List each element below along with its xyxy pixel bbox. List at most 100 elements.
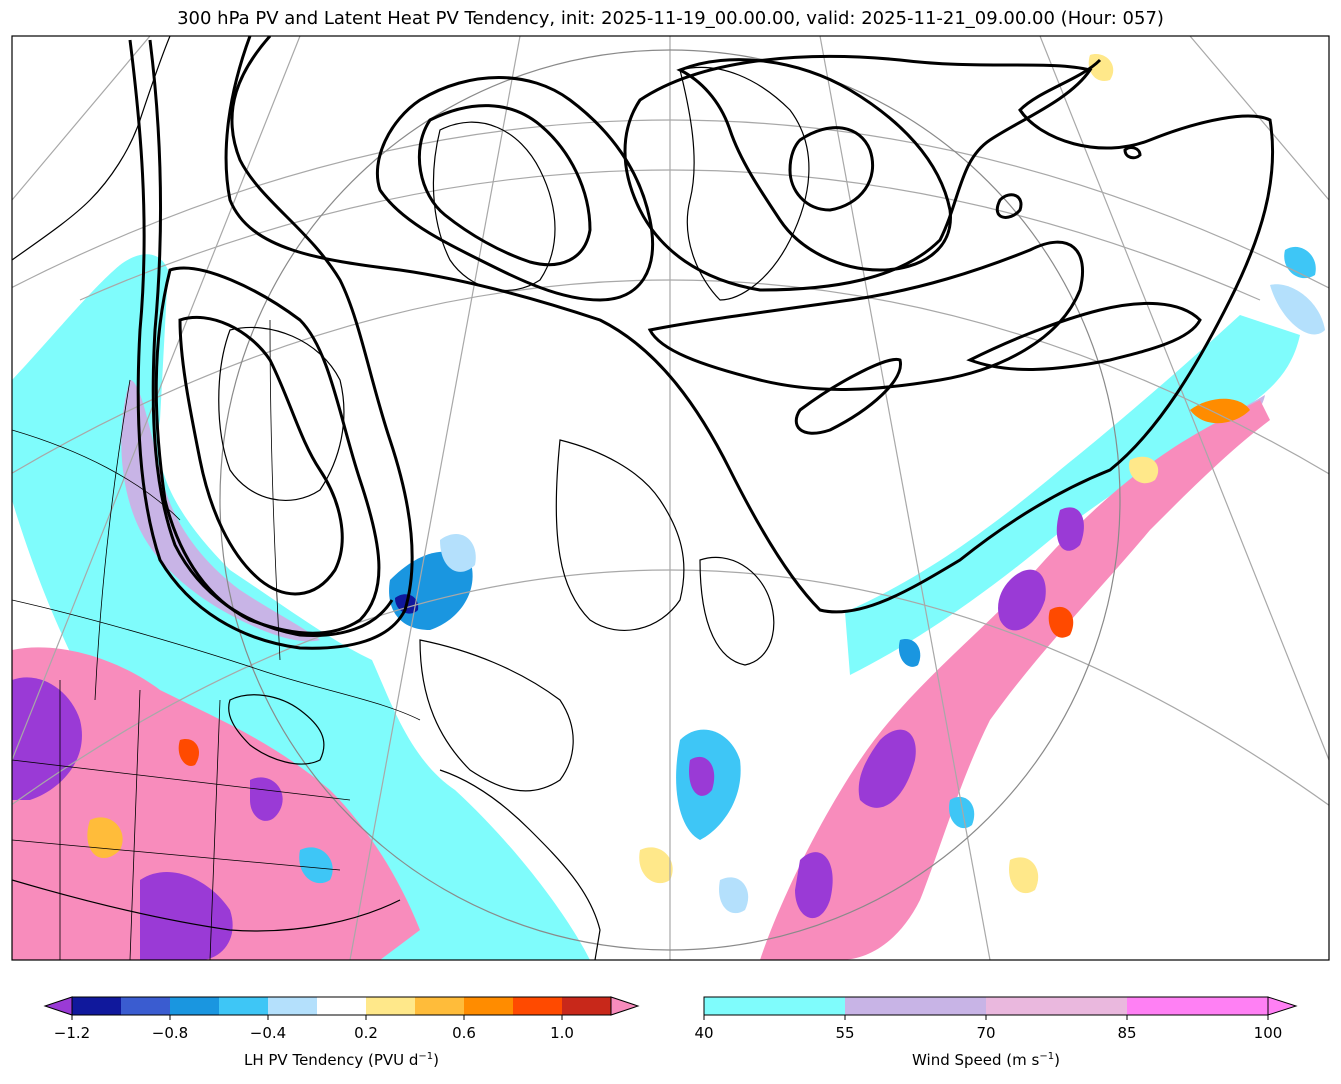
lh-blob bbox=[440, 534, 476, 572]
lh-blob bbox=[719, 877, 749, 914]
wind-colorbar-label-end: ) bbox=[1054, 1051, 1060, 1069]
lh-tick-label: 1.0 bbox=[550, 1024, 574, 1042]
lh-colorbar-label: LH PV Tendency (PVU d−1) bbox=[72, 1051, 611, 1069]
coast-gulf bbox=[12, 879, 401, 932]
pv-contour-west-outer bbox=[128, 36, 414, 650]
polar-circle bbox=[219, 49, 1121, 951]
pv-contour-east-lobe bbox=[966, 302, 1202, 371]
lh-colorbar-label-sup: −1 bbox=[418, 1051, 434, 1062]
wind-colorbar-label: Wind Speed (m s−1) bbox=[704, 1051, 1268, 1069]
lh-blob bbox=[858, 729, 916, 808]
lh-blob bbox=[795, 852, 833, 919]
lh-blob bbox=[1129, 456, 1159, 484]
lh-blob bbox=[1270, 284, 1325, 335]
coast-labrador bbox=[555, 439, 685, 631]
lh-tick-label: −0.4 bbox=[249, 1024, 287, 1042]
lh-colorbar-bin bbox=[464, 997, 513, 1015]
lh-colorbar-label-text: LH PV Tendency (PVU d bbox=[243, 1051, 419, 1069]
wind-tick-label: 70 bbox=[976, 1024, 996, 1042]
wind-colorbar-label-sup: −1 bbox=[1039, 1051, 1055, 1062]
lh-blob bbox=[1088, 54, 1114, 81]
meridian bbox=[349, 36, 521, 960]
wind-colorbar-extend-high bbox=[1267, 996, 1298, 1016]
wind-colorbar-bin bbox=[986, 997, 1127, 1015]
border-states bbox=[12, 680, 351, 960]
pv-contour-east-inner bbox=[647, 240, 1085, 391]
wind-colorbar-bin bbox=[704, 997, 845, 1015]
lh-tick-label: −0.8 bbox=[151, 1024, 189, 1042]
pv-contour-north-inner bbox=[375, 76, 655, 302]
coast-greenland bbox=[679, 66, 810, 301]
lh-blob bbox=[1048, 606, 1074, 638]
pv-contour-west-outer2 bbox=[148, 39, 394, 637]
lh-tick-label: 0.2 bbox=[354, 1024, 378, 1042]
lh-colorbar bbox=[43, 996, 640, 1020]
lh-region-atlantic bbox=[760, 400, 1270, 960]
lh-colorbar-bin bbox=[121, 997, 170, 1015]
lh-colorbar-bin bbox=[219, 997, 268, 1015]
lh-blob bbox=[140, 871, 233, 960]
lh-colorbar-bin bbox=[170, 997, 219, 1015]
lh-colorbar-ticks bbox=[71, 1015, 563, 1020]
lh-colorbar-extend-low bbox=[43, 996, 73, 1016]
lh-blob bbox=[1056, 507, 1084, 551]
meridian bbox=[819, 36, 991, 960]
pv-contour-east-ring bbox=[996, 193, 1023, 219]
wind-tick-label: 55 bbox=[835, 1024, 855, 1042]
lh-blob bbox=[299, 847, 333, 884]
lh-region-far-east bbox=[1284, 246, 1316, 279]
coastlines bbox=[12, 36, 810, 960]
wind-colorbar bbox=[703, 996, 1298, 1020]
map-area bbox=[12, 36, 1329, 960]
map-title: 300 hPa PV and Latent Heat PV Tendency, … bbox=[177, 8, 1164, 29]
coast-hudson-bay bbox=[218, 326, 345, 501]
lh-colorbar-extend-high bbox=[610, 996, 640, 1016]
pv-contours bbox=[128, 36, 1275, 650]
wind-colorbar-ticks bbox=[703, 1015, 1269, 1020]
wind-colorbar-label-text: Wind Speed (m s bbox=[912, 1051, 1040, 1069]
pv-contour-east-inner2 bbox=[794, 357, 902, 435]
wind-tick-label: 85 bbox=[1117, 1024, 1137, 1042]
lh-blob bbox=[949, 796, 975, 829]
pv-contour-east-ring2 bbox=[1123, 146, 1142, 160]
lh-blob bbox=[178, 739, 200, 766]
lh-colorbar-bin bbox=[562, 997, 611, 1015]
pv-contour-west-trough bbox=[154, 266, 381, 635]
lh-colorbar-label-end: ) bbox=[433, 1051, 439, 1069]
meridian bbox=[1039, 36, 1329, 761]
pv-contour-west-inner bbox=[178, 315, 344, 596]
lh-colorbar-bin bbox=[366, 997, 415, 1015]
coast-baffin bbox=[432, 121, 556, 291]
lh-pv-tendency-shading bbox=[12, 54, 1325, 960]
pv-contour-greenland-outer bbox=[623, 54, 1093, 292]
map-frame bbox=[11, 35, 1330, 961]
lh-blob bbox=[898, 639, 921, 667]
wind-tick-label: 40 bbox=[694, 1024, 714, 1042]
lh-colorbar-bin bbox=[268, 997, 317, 1015]
border-canada-us bbox=[12, 599, 421, 721]
lh-colorbar-bin bbox=[72, 997, 121, 1015]
wind-colorbar-bin bbox=[1127, 997, 1268, 1015]
lh-blob bbox=[1009, 857, 1039, 894]
pv-contour-greenland bbox=[676, 58, 952, 272]
wind-tick-label: 100 bbox=[1253, 1024, 1283, 1042]
coast-great-lakes bbox=[228, 694, 325, 765]
lh-colorbar-bin bbox=[513, 997, 562, 1015]
lh-tick-label: −1.2 bbox=[53, 1024, 91, 1042]
coast-florida bbox=[439, 769, 601, 960]
jet-streak-west-purple bbox=[121, 380, 320, 642]
pv-contour-greenland-inner bbox=[788, 126, 875, 212]
lh-colorbar-bin bbox=[415, 997, 464, 1015]
lh-blob bbox=[1190, 398, 1250, 424]
coast-northeast-us bbox=[419, 639, 574, 792]
lh-blob bbox=[639, 847, 673, 884]
pv-contour-north bbox=[224, 36, 1275, 614]
meridian bbox=[12, 36, 151, 201]
lh-blob bbox=[12, 677, 82, 800]
lh-blob bbox=[998, 569, 1046, 631]
graticule bbox=[12, 36, 1329, 960]
jet-streak-east bbox=[845, 315, 1300, 675]
wind-colorbar-bin bbox=[845, 997, 986, 1015]
lh-blob bbox=[250, 777, 283, 821]
